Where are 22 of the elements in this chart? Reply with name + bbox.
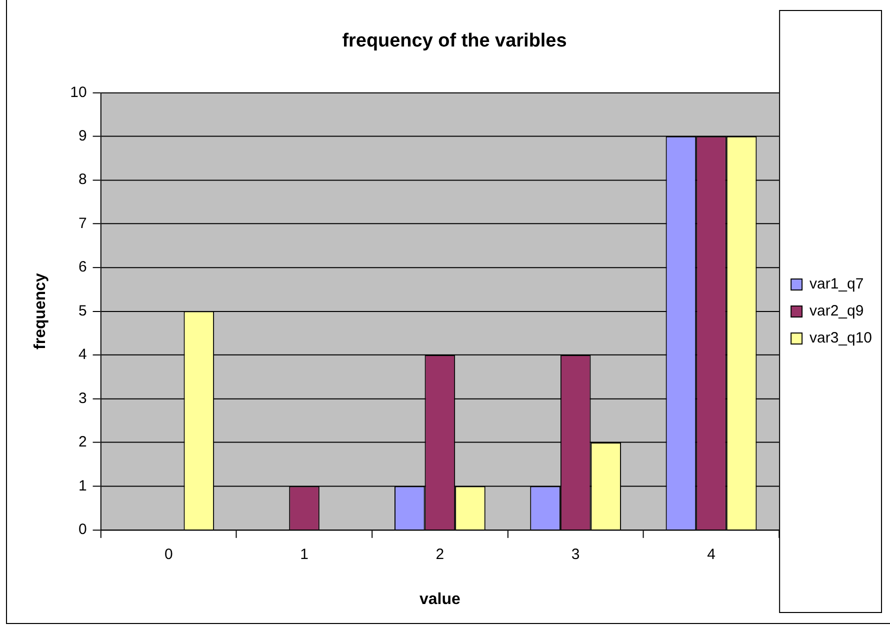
y-tick-label: 3 [78, 390, 87, 407]
x-tick-label: 4 [707, 546, 716, 564]
x-tick-label: 1 [300, 546, 308, 564]
y-axis-title: frequency [32, 273, 49, 350]
legend-label: var3_q10 [810, 330, 872, 347]
y-tick-label: 5 [78, 302, 87, 320]
x-axis-title: value [420, 590, 460, 608]
y-tick-label: 10 [70, 84, 87, 101]
chart-title: frequency of the varibles [342, 30, 567, 52]
x-tick-label: 3 [571, 546, 580, 564]
x-tick-label: 0 [164, 546, 173, 564]
y-tick-label: 9 [78, 128, 87, 145]
y-tick-label: 0 [78, 521, 87, 538]
y-tick-label: 8 [78, 171, 87, 188]
y-tick-label: 4 [78, 346, 87, 364]
y-tick-label: 6 [78, 258, 87, 276]
legend-label: var2_q9 [810, 302, 864, 320]
y-tick-label: 1 [78, 477, 87, 494]
y-tick-label: 2 [78, 434, 87, 451]
x-tick-label: 2 [436, 546, 444, 564]
y-tick-label: 7 [78, 214, 87, 232]
legend-label: var1_q7 [810, 276, 864, 293]
